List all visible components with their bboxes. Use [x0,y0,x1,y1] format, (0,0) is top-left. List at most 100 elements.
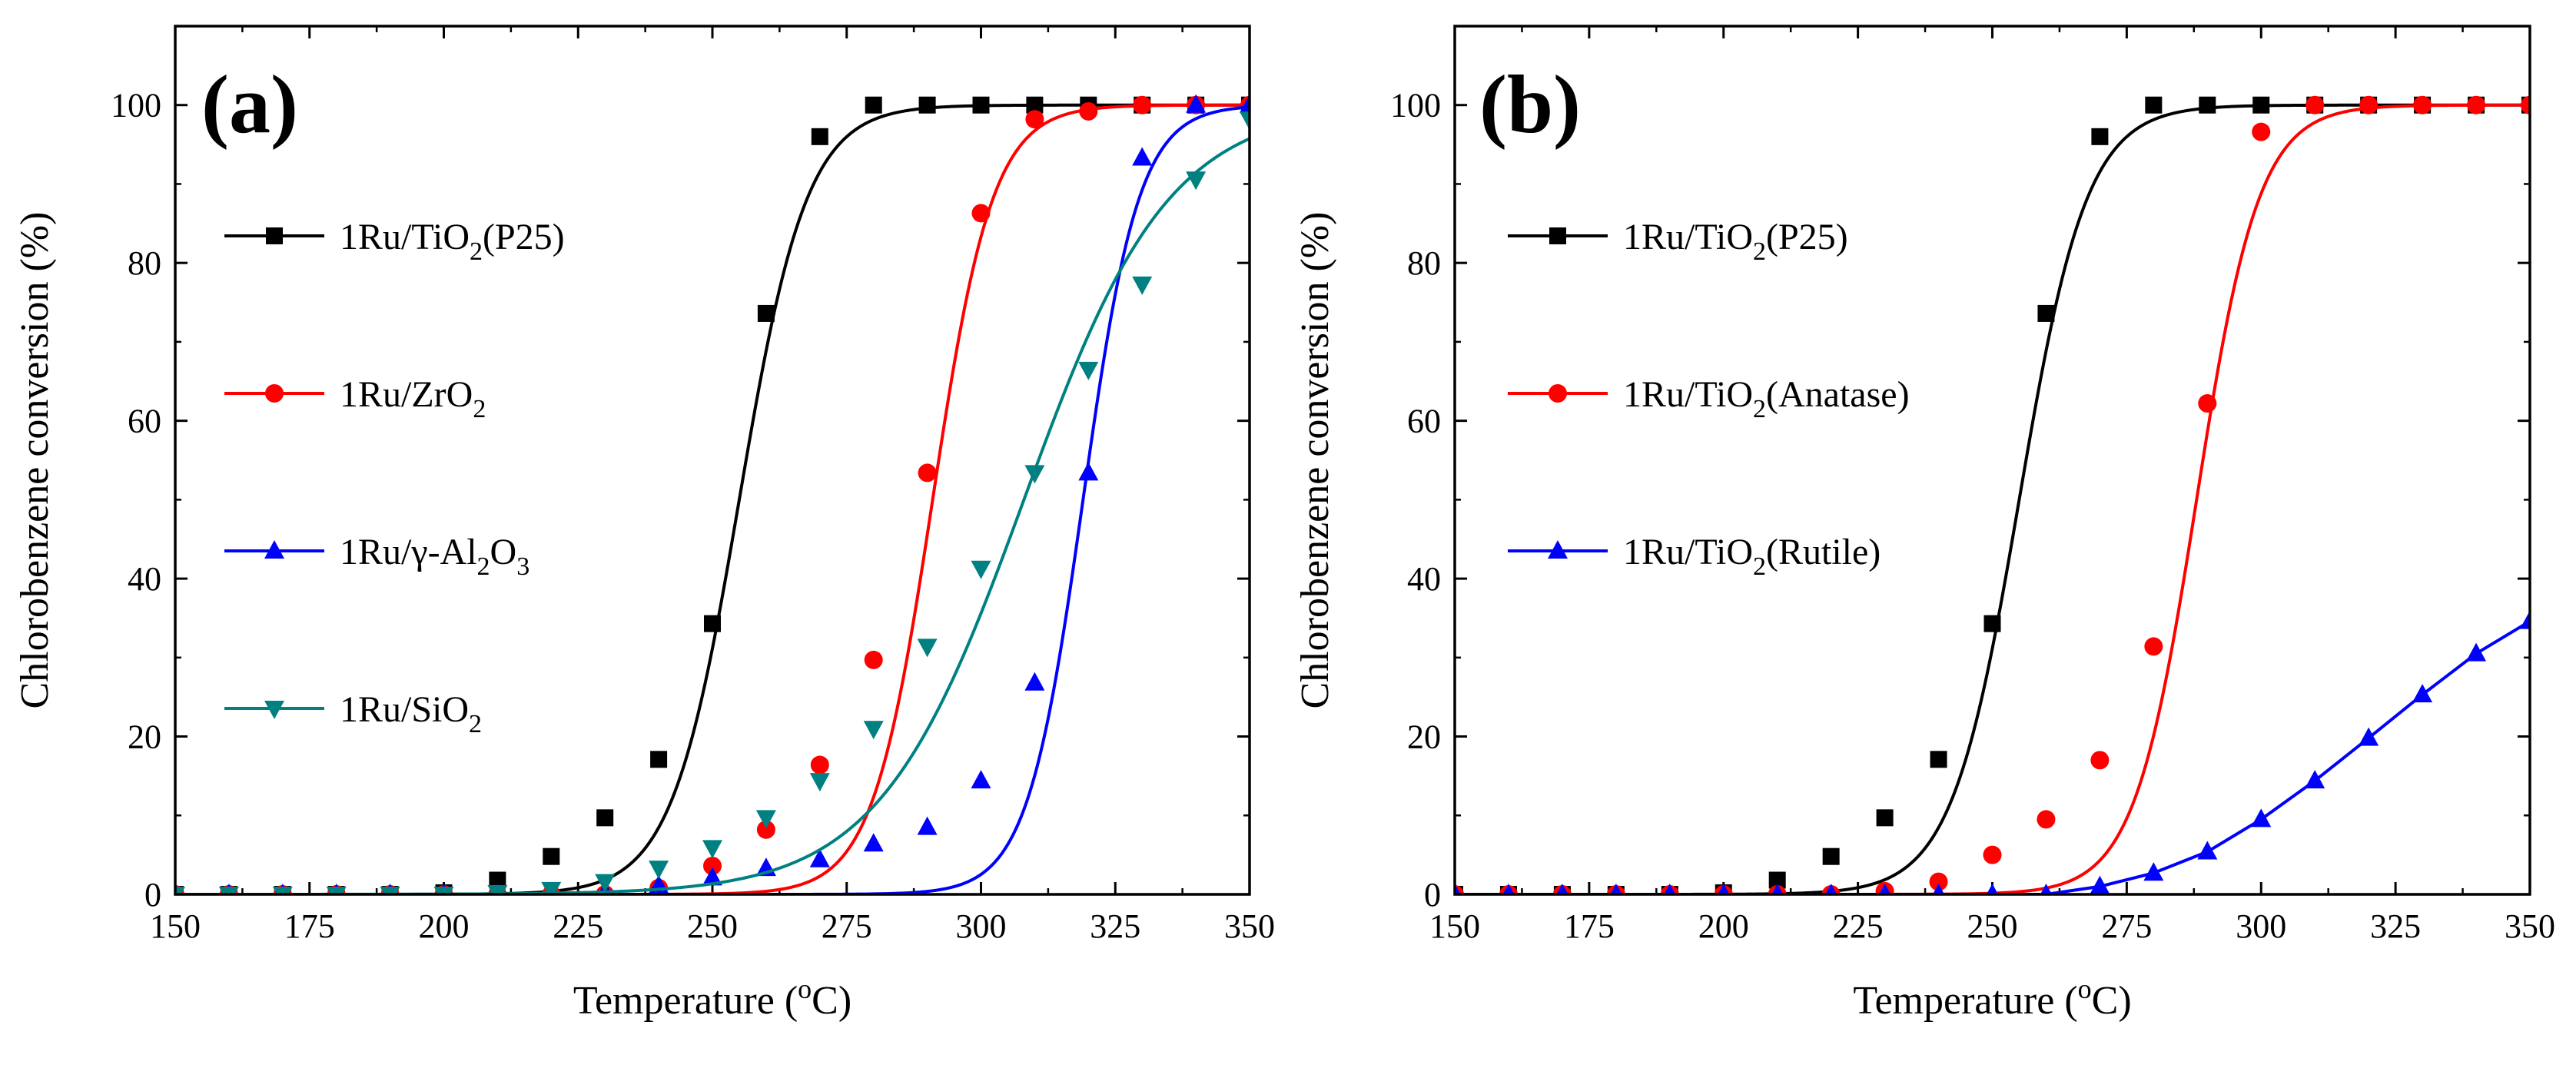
data-point [1186,94,1207,113]
data-point [704,615,721,632]
data-point [2412,684,2433,703]
data-point [1078,462,1099,481]
data-point [595,874,616,893]
x-tick-label: 275 [822,907,872,945]
y-tick-label: 60 [1407,403,1441,440]
data-point [918,463,937,483]
data-point [702,840,722,859]
legend-label: 1Ru/SiO2 [340,689,482,738]
data-point [649,861,669,880]
series-1 [175,96,1250,894]
legend-label: 1Ru/TiO2(P25) [1623,217,1848,266]
series-line [175,105,1250,894]
data-point [1822,847,1840,865]
data-point [809,848,830,867]
x-axis-title: Temperature (oC) [573,973,851,1023]
x-tick-label: 150 [1429,907,1480,945]
data-point [541,881,562,894]
legend-marker [266,227,283,244]
data-point [1610,884,1622,894]
data-point [543,847,560,865]
data-point [918,96,936,114]
series-line [175,103,1250,894]
data-point [2143,862,2164,881]
legend-marker [1548,540,1568,559]
data-point [650,751,668,768]
data-point [1983,615,2001,632]
data-point [755,810,776,829]
x-tick-label: 250 [1967,907,2018,945]
data-point [1455,884,1461,894]
data-point [865,96,882,114]
series-line [175,137,1250,894]
x-tick-label: 325 [1090,907,1140,945]
data-point [971,560,991,579]
data-point [380,887,400,894]
plot-frame [174,25,1251,896]
data-point [2091,128,2109,145]
y-tick-label: 20 [128,718,161,756]
data-point [1025,110,1044,129]
data-point [1132,147,1153,166]
data-point [1078,361,1099,380]
data-point [2145,96,2163,114]
data-point [810,755,829,774]
data-point [175,887,185,894]
legend-marker [1549,384,1567,403]
data-point [2037,304,2055,322]
data-point [1186,171,1207,191]
data-point [2305,95,2325,114]
series-2 [1455,95,2530,894]
data-point [1879,884,1891,894]
y-tick-label: 0 [144,876,161,914]
panel-label: (a) [201,59,298,151]
data-point [2144,637,2163,656]
data-point [863,833,884,852]
series-2 [175,95,1250,894]
data-point [972,96,990,114]
y-tick-label: 60 [128,403,161,440]
y-tick-label: 80 [1407,244,1441,282]
data-point [864,650,883,669]
data-point [811,128,828,145]
data-point [1825,884,1837,894]
data-point [2040,884,2053,894]
data-point [2251,808,2272,828]
x-tick-label: 225 [1833,907,1884,945]
legend-label: 1Ru/TiO2(Rutile) [1623,532,1881,581]
panel-b: 150 175 200 225 250 275 300 325 350 0 20 40 60 80 100 (… [1293,25,2555,1023]
x-tick-label: 300 [2236,907,2286,945]
data-point [702,867,722,886]
legend-marker [264,701,284,719]
data-point [2090,751,2110,770]
y-tick-label: 100 [1390,87,1441,124]
x-tick-label: 350 [2505,907,2555,945]
x-tick-label: 350 [1224,907,1275,945]
data-point [809,773,830,792]
data-point [2037,810,2056,829]
x-tick-label: 250 [687,907,738,945]
data-point [863,721,884,740]
data-point [917,816,938,835]
data-point [2252,96,2270,114]
x-tick-label: 175 [1564,907,1615,945]
data-point [2520,610,2530,629]
data-point [971,204,991,223]
x-tick-label: 150 [150,907,201,945]
legend-marker [264,540,284,559]
data-point [2359,95,2378,114]
x-tick-label: 225 [553,907,603,945]
panel-a: 150 175 200 225 250 275 300 325 350 0 20 40 60 80 100 (… [13,25,1275,1023]
data-point [489,871,506,889]
data-point [326,887,347,894]
x-tick-label: 300 [956,907,1007,945]
data-point [487,884,508,894]
legend-marker [1549,227,1566,244]
y-tick-label: 40 [128,560,161,598]
data-point [1240,94,1250,113]
data-point [971,770,991,789]
data-point [1502,884,1515,894]
y-tick-label: 20 [1407,718,1441,756]
data-point [1986,884,1999,894]
